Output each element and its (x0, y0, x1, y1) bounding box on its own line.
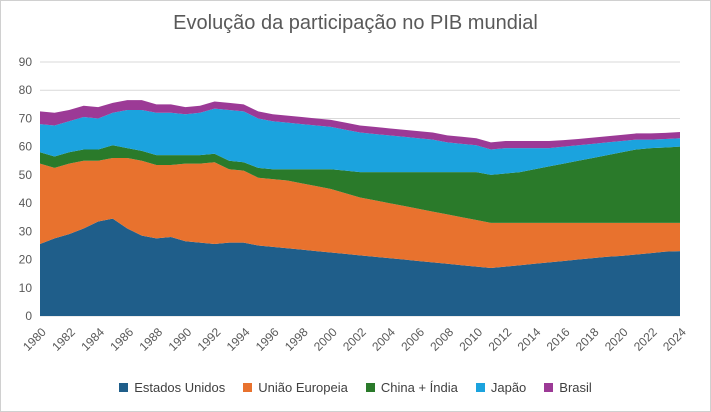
area-series (40, 100, 680, 316)
legend-swatch (119, 383, 129, 392)
legend-item: Estados Unidos (119, 380, 225, 395)
area-uni-o-europeia (40, 157, 680, 269)
x-tick-label: 1980 (20, 325, 49, 354)
x-tick-label: 2018 (573, 325, 602, 354)
x-tick-label: 1998 (282, 325, 311, 354)
x-tick-label: 1990 (166, 325, 195, 354)
legend-item: União Europeia (243, 380, 348, 395)
legend-label: Japão (490, 380, 527, 395)
legend-label: Brasil (559, 380, 592, 395)
x-tick-label: 2006 (398, 325, 427, 354)
x-tick-label: 2010 (456, 325, 485, 354)
area-china-ndia (40, 145, 680, 223)
legend-swatch (243, 383, 253, 392)
legend-label: China + Índia (380, 380, 458, 395)
x-axis: 1980 1982 1984 1986 1988 1990 1992 1994 1996 1998… (20, 325, 689, 354)
y-tick-label: 50 (19, 168, 33, 182)
y-tick-label: 10 (19, 281, 33, 295)
legend-swatch (365, 383, 375, 392)
x-tick-label: 2016 (544, 325, 573, 354)
area-jap-o (40, 108, 680, 175)
legend-item: Japão (475, 380, 527, 395)
x-tick-label: 1986 (107, 325, 136, 354)
x-tick-label: 1988 (136, 325, 165, 354)
x-tick-label: 1982 (49, 325, 78, 354)
area-estados-unidos (40, 218, 680, 316)
x-tick-label: 2020 (602, 325, 631, 354)
x-tick-label: 1996 (253, 325, 282, 354)
legend-item: Brasil (544, 380, 592, 395)
legend-swatch (544, 383, 554, 392)
legend: Estados Unidos União Europeia China + Índi… (0, 380, 711, 395)
legend-swatch (475, 383, 485, 392)
x-tick-label: 2008 (427, 325, 456, 354)
x-tick-label: 2012 (486, 325, 515, 354)
x-tick-label: 1994 (224, 325, 253, 354)
x-tick-label: 2022 (631, 325, 660, 354)
y-tick-label: 40 (19, 196, 33, 210)
y-tick-label: 60 (19, 140, 33, 154)
area-brasil (40, 100, 680, 150)
x-tick-label: 2014 (515, 325, 544, 354)
y-tick-label: 90 (19, 55, 33, 69)
legend-item: China + Índia (365, 380, 458, 395)
y-tick-label: 80 (19, 83, 33, 97)
x-tick-label: 2004 (369, 325, 398, 354)
x-tick-label: 2002 (340, 325, 369, 354)
legend-label: União Europeia (258, 380, 348, 395)
y-axis: 0 10 20 30 40 50 60 70 80 90 (19, 55, 33, 323)
x-tick-label: 1984 (78, 325, 107, 354)
y-tick-label: 0 (25, 309, 32, 323)
x-tick-label: 1992 (195, 325, 224, 354)
chart-title: Evolução da participação no PIB mundial (173, 12, 538, 34)
y-tick-label: 70 (19, 111, 33, 125)
x-tick-label: 2000 (311, 325, 340, 354)
x-tick-label: 2024 (660, 325, 689, 354)
y-tick-label: 20 (19, 253, 33, 267)
y-tick-label: 30 (19, 224, 33, 238)
legend-label: Estados Unidos (134, 380, 226, 395)
